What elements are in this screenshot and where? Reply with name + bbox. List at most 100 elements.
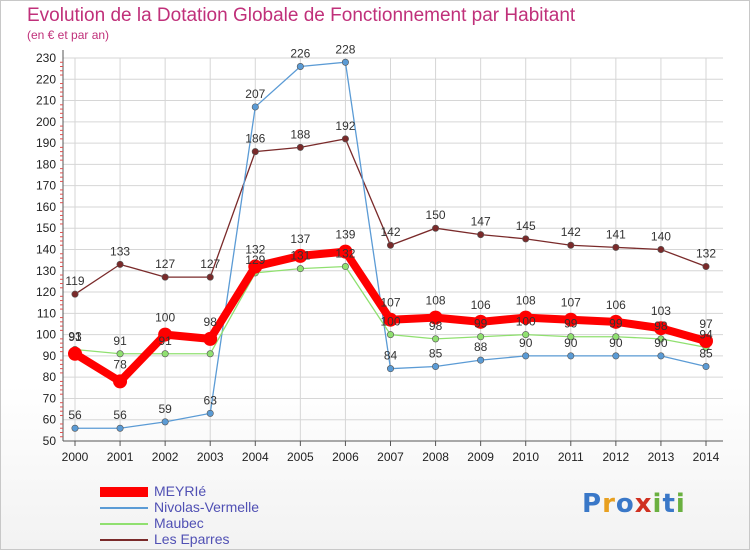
legend-item-maubec: Maubec [100, 515, 320, 532]
data-point-nivolas-vermelle [386, 365, 394, 373]
data-point-maubec [432, 335, 440, 343]
data-label-meyrie: 108 [426, 294, 446, 308]
data-point-nivolas-vermelle [657, 352, 665, 360]
y-tick-label: 80 [43, 370, 57, 384]
data-label-les-eparres: 119 [65, 274, 84, 288]
y-tick-label: 180 [36, 157, 56, 171]
data-label-nivolas-vermelle: 59 [158, 402, 172, 416]
chart-subtitle: (en € et par an) [27, 28, 110, 42]
proxiti-logo: Proxiti [582, 489, 686, 519]
data-label-nivolas-vermelle: 63 [204, 393, 218, 407]
y-tick-label: 130 [36, 264, 56, 278]
data-point-les-eparres [116, 260, 124, 268]
data-point-nivolas-vermelle [206, 409, 214, 417]
data-point-meyrie [699, 333, 713, 348]
logo-letter: P [582, 489, 603, 519]
data-point-les-eparres [341, 135, 349, 143]
data-label-nivolas-vermelle: 56 [113, 408, 127, 422]
data-label-maubec: 99 [564, 317, 578, 331]
data-point-les-eparres [612, 243, 620, 251]
y-tick-label: 210 [36, 94, 56, 108]
y-tick-label: 170 [36, 179, 56, 193]
data-label-maubec: 99 [474, 317, 488, 331]
series-les-eparres [71, 135, 710, 298]
data-label-meyrie: 103 [651, 304, 671, 318]
logo-letter: x [634, 489, 653, 519]
data-label-nivolas-vermelle: 90 [609, 336, 623, 350]
data-label-nivolas-vermelle: 85 [429, 347, 443, 361]
y-tick-label: 140 [36, 243, 56, 257]
data-point-les-eparres [251, 148, 259, 156]
data-point-nivolas-vermelle [341, 58, 349, 66]
data-label-maubec: 94 [699, 327, 713, 341]
data-label-nivolas-vermelle: 228 [335, 42, 355, 56]
data-label-les-eparres: 141 [606, 227, 626, 241]
legend-swatch-maubec [100, 523, 148, 525]
x-tick-label: 2012 [603, 450, 630, 464]
data-label-les-eparres: 192 [335, 119, 355, 133]
x-tick-label: 2002 [152, 450, 179, 464]
x-tick-label: 2005 [287, 450, 314, 464]
data-label-nivolas-vermelle: 90 [654, 336, 668, 350]
data-label-meyrie: 106 [606, 298, 626, 312]
data-label-nivolas-vermelle: 226 [290, 47, 310, 61]
y-tick-label: 230 [36, 51, 56, 65]
series-group [68, 58, 713, 432]
data-point-les-eparres [161, 273, 169, 281]
legend-swatch-les-eparres [100, 539, 148, 541]
data-label-les-eparres: 132 [696, 247, 716, 261]
data-point-nivolas-vermelle [71, 424, 79, 432]
data-point-les-eparres [522, 235, 530, 243]
data-label-meyrie: 139 [335, 228, 355, 242]
x-tick-label: 2010 [512, 450, 539, 464]
data-label-maubec: 100 [516, 315, 536, 329]
data-point-meyrie [383, 312, 398, 327]
legend-label-nivolas-vermelle: Nivolas-Vermelle [154, 499, 260, 515]
data-point-les-eparres [386, 241, 394, 249]
data-label-les-eparres: 142 [561, 225, 581, 239]
legend-swatch-meyrie [100, 487, 148, 497]
data-label-les-eparres: 150 [426, 208, 446, 222]
data-label-meyrie: 98 [204, 315, 218, 329]
data-label-meyrie: 132 [245, 243, 265, 257]
data-point-nivolas-vermelle [612, 352, 620, 360]
data-point-nivolas-vermelle [477, 356, 485, 364]
x-tick-label: 2003 [197, 450, 224, 464]
y-tick-label: 70 [43, 391, 57, 405]
y-tick-label: 200 [36, 115, 56, 129]
data-label-meyrie: 97 [699, 317, 713, 331]
data-point-les-eparres [206, 273, 214, 281]
data-point-meyrie [608, 314, 623, 329]
legend-label-les-eparres: Les Eparres [154, 531, 230, 547]
x-tick-label: 2006 [332, 450, 359, 464]
legend-swatch-nivolas-vermelle [100, 507, 148, 509]
logo-letter: t [662, 489, 676, 519]
y-tick-label: 220 [36, 72, 56, 86]
data-point-maubec [522, 331, 530, 339]
data-label-maubec: 129 [245, 253, 265, 267]
data-label-nivolas-vermelle: 85 [699, 347, 713, 361]
data-point-nivolas-vermelle [251, 103, 259, 111]
data-point-meyrie [563, 312, 578, 327]
legend: MEYRIé Nivolas-Vermelle Maubec Les Eparr… [100, 483, 320, 548]
legend-label-meyrie: MEYRIé [154, 483, 207, 499]
data-label-maubec: 91 [113, 334, 127, 348]
logo-letter: r [602, 489, 616, 519]
data-point-les-eparres [567, 241, 575, 249]
axes: 50 60 70 80 90 100 110 120 130 140 150 160 170 180 190… [36, 50, 723, 464]
data-label-les-eparres: 127 [200, 257, 220, 271]
data-label-meyrie: 106 [471, 298, 491, 312]
data-label-maubec: 98 [654, 319, 668, 333]
x-tick-label: 2009 [467, 450, 494, 464]
data-point-nivolas-vermelle [567, 352, 575, 360]
data-point-meyrie [68, 346, 82, 361]
x-tick-label: 2008 [422, 450, 449, 464]
data-point-meyrie [248, 259, 263, 274]
legend-item-les-eparres: Les Eparres [100, 531, 320, 548]
data-point-maubec [567, 333, 575, 341]
x-tick-label: 2011 [558, 450, 584, 464]
data-point-meyrie [428, 310, 443, 325]
data-point-les-eparres [71, 290, 79, 298]
chart-title: Evolution de la Dotation Globale de Fonc… [27, 5, 576, 26]
